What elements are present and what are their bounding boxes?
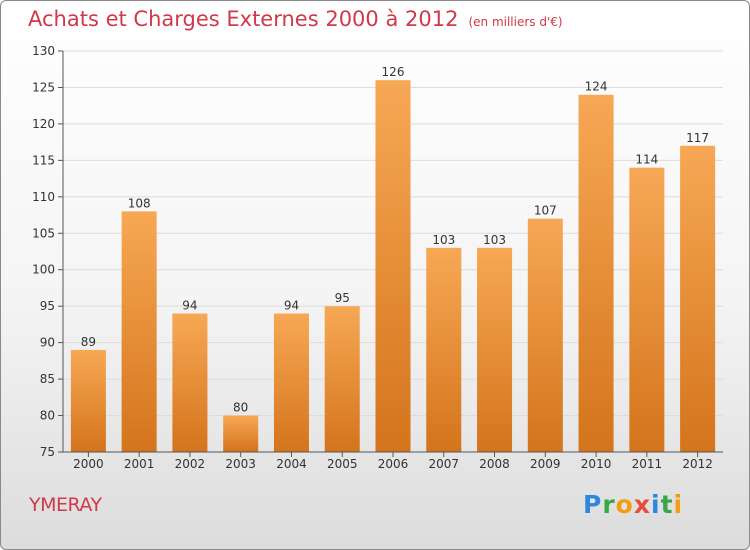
bar [273, 313, 309, 452]
x-tick-label: 2002 [175, 457, 206, 471]
logo-letter: x [633, 490, 651, 519]
bar-value-label: 124 [585, 80, 608, 94]
y-tick-label: 100 [32, 263, 55, 277]
bar-value-label: 89 [81, 335, 96, 349]
logo-letter: t [660, 490, 674, 519]
chart-title: Achats et Charges Externes 2000 à 2012 [28, 7, 459, 31]
title-row: Achats et Charges Externes 2000 à 2012 (e… [28, 7, 563, 31]
proxiti-logo: Proxiti [583, 490, 683, 519]
y-tick-label: 105 [32, 226, 55, 240]
bar [578, 94, 614, 452]
bar [629, 167, 665, 452]
logo-letter: i [651, 490, 661, 519]
bar-value-label: 107 [534, 204, 557, 218]
bar-value-label: 114 [635, 153, 658, 167]
y-tick-label: 110 [32, 190, 55, 204]
bar-value-label: 103 [432, 233, 455, 247]
bar-value-label: 117 [686, 131, 709, 145]
bars: 89 108 94 80 94 95 126 103 103 107 124 114 117 [70, 65, 716, 453]
logo-letter: i [673, 490, 684, 519]
bar [680, 145, 716, 453]
bar [527, 218, 563, 452]
bar-value-label: 94 [284, 298, 299, 312]
x-tick-label: 2006 [378, 457, 409, 471]
city-name: YMERAY [29, 494, 102, 516]
logo-letter: o [615, 490, 634, 519]
bar [223, 415, 259, 452]
x-tick-label: 2009 [530, 457, 561, 471]
x-tick-label: 2012 [682, 457, 713, 471]
bar [324, 306, 360, 452]
bar [70, 349, 106, 452]
y-tick-label: 80 [40, 409, 55, 423]
y-tick-label: 75 [40, 445, 55, 459]
x-tick-label: 2001 [124, 457, 155, 471]
x-tick-label: 2011 [632, 457, 663, 471]
bar-value-label: 108 [128, 196, 151, 210]
y-tick-label: 130 [32, 44, 55, 58]
axes: 75 80 85 90 95 100 105 110 115 120 125 130 2000 2001 2… [32, 44, 723, 471]
x-tick-label: 2008 [479, 457, 510, 471]
logo-letter: r [602, 490, 616, 519]
bar [477, 247, 513, 452]
x-tick-label: 2004 [276, 457, 307, 471]
y-tick-label: 90 [40, 336, 55, 350]
bar [172, 313, 208, 452]
x-tick-label: 2005 [327, 457, 358, 471]
bar-value-label: 80 [233, 401, 248, 415]
y-tick-label: 95 [40, 299, 55, 313]
y-tick-label: 115 [32, 153, 55, 167]
x-tick-label: 2010 [581, 457, 612, 471]
chart-subtitle: (en milliers d'€) [468, 15, 563, 29]
bar-value-label: 94 [182, 298, 197, 312]
bar [426, 247, 462, 452]
y-tick-label: 85 [40, 372, 55, 386]
bar [121, 211, 157, 452]
x-tick-label: 2003 [225, 457, 256, 471]
y-tick-label: 120 [32, 117, 55, 131]
bar-value-label: 95 [335, 291, 350, 305]
bar-value-label: 103 [483, 233, 506, 247]
bar-value-label: 126 [382, 65, 405, 79]
bar [375, 80, 411, 452]
y-tick-label: 125 [32, 80, 55, 94]
x-tick-label: 2007 [428, 457, 459, 471]
x-tick-label: 2000 [73, 457, 104, 471]
logo-letter: P [583, 490, 603, 519]
